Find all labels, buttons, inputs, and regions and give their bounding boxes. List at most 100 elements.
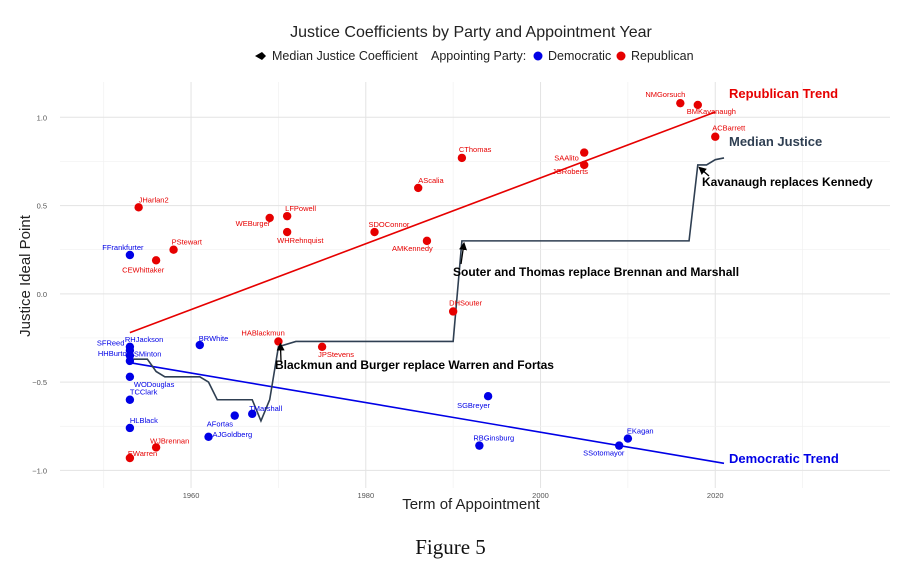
legend-republican-dot <box>616 51 626 61</box>
justice-point <box>151 256 161 265</box>
justice-label: NMGorsuch <box>645 90 685 99</box>
justice-point <box>125 342 135 351</box>
x-tick-label: 1960 <box>183 491 200 500</box>
trend-lines: Republican Trend Democratic Trend <box>129 86 839 466</box>
annotations: Blackmun and Burger replace Warren and F… <box>275 166 873 372</box>
x-tick-labels: 1960 1980 2000 2020 <box>183 491 724 500</box>
justice-label: AJGoldberg <box>213 430 253 439</box>
justice-point <box>317 342 327 351</box>
justice-point <box>475 441 484 450</box>
justice-point <box>711 132 720 141</box>
justice-label: BRWhite <box>199 334 228 343</box>
justice-label: EKagan <box>627 427 654 436</box>
justice-label: TMarshall <box>249 404 282 413</box>
trend-line <box>129 361 725 465</box>
justice-label: WJBrennan <box>150 436 189 445</box>
justice-point <box>676 98 685 108</box>
justice-label: RHJackson <box>125 335 163 344</box>
justice-points <box>125 98 720 463</box>
justice-label: SDOConnor <box>369 220 410 229</box>
justice-point <box>248 409 257 419</box>
justice-point <box>580 160 589 170</box>
x-tick-label: 2020 <box>707 491 724 500</box>
justice-label: AFortas <box>207 420 234 429</box>
justice-label: BMKavanaugh <box>687 107 736 116</box>
justice-label: AScalia <box>418 176 444 185</box>
justice-point <box>457 153 467 163</box>
annotation-text: Kavanaugh replaces Kennedy <box>702 175 873 189</box>
justice-label: RBGinsburg <box>473 434 514 443</box>
legend-democratic-label: Democratic <box>548 49 611 63</box>
justice-point <box>483 392 493 401</box>
y-tick-label: −1.0 <box>32 466 47 475</box>
justice-point <box>125 372 135 381</box>
justice-point <box>274 337 283 346</box>
justice-point <box>448 307 458 316</box>
annotation-arrow <box>698 166 710 177</box>
annotation-text: Blackmun and Burger replace Warren and F… <box>275 358 554 372</box>
justice-label: LFPowell <box>285 204 316 213</box>
justice-point <box>693 100 702 110</box>
justice-label: SGBreyer <box>457 401 490 410</box>
legend: Median Justice Coefficient Appointing Pa… <box>255 49 694 63</box>
figure-caption: Figure 5 <box>415 535 486 559</box>
justice-label: ACBarrett <box>712 124 746 133</box>
trend-label: Republican Trend <box>729 86 838 101</box>
y-tick-label: 0.5 <box>37 202 47 211</box>
x-tick-label: 2000 <box>532 491 549 500</box>
justice-point <box>134 203 143 212</box>
chart-title: Justice Coefficients by Party and Appoin… <box>290 24 652 41</box>
justice-label: JGRoberts <box>552 167 588 176</box>
justice-point <box>125 395 135 404</box>
y-tick-label: 1.0 <box>37 113 47 122</box>
justice-label: SSotomayor <box>583 449 625 458</box>
justice-point <box>282 227 292 237</box>
justice-point <box>125 453 135 463</box>
median-line: Median Justice <box>129 134 822 424</box>
legend-republican-label: Republican <box>631 49 694 63</box>
y-tick-labels: −1.0 −0.5 0.0 0.5 1.0 <box>32 113 47 475</box>
trend-label: Democratic Trend <box>729 451 839 466</box>
justice-point <box>125 351 135 360</box>
y-tick-label: 0.0 <box>37 290 47 299</box>
justice-point <box>422 236 432 246</box>
justice-label: TCClark <box>130 388 158 397</box>
justice-label: HHBurton <box>98 349 131 358</box>
justice-point <box>265 213 274 223</box>
trend-line <box>129 111 716 334</box>
justice-label: HABlackmun <box>241 328 284 337</box>
justice-label: FFrankfurter <box>102 243 144 252</box>
justice-label: CThomas <box>459 145 492 154</box>
justice-point <box>282 211 292 221</box>
justice-point <box>623 434 633 443</box>
x-axis-title: Term of Appointment <box>402 496 540 513</box>
justice-label: JPStevens <box>318 350 354 359</box>
justice-label: SFReed <box>97 338 125 347</box>
annotation-arrow <box>276 342 285 362</box>
justice-point <box>125 423 135 433</box>
annotation-arrow <box>459 241 468 265</box>
justice-label: WHRehnquist <box>277 236 324 245</box>
x-tick-label: 1980 <box>357 491 374 500</box>
justice-point <box>151 443 161 452</box>
justice-label: DHSouter <box>449 298 482 307</box>
justice-point <box>414 183 423 193</box>
justice-label: SAAlito <box>554 154 579 163</box>
justice-chart: Justice Coefficients by Party and Appoin… <box>17 24 890 513</box>
justice-labels: HLBlack SFReed FFrankfurter WODouglas RHJack… <box>97 90 746 458</box>
legend-party-title: Appointing Party: <box>431 49 526 63</box>
justice-point <box>169 245 178 254</box>
justice-point <box>230 411 239 420</box>
justice-label: CEWhittaker <box>122 265 165 274</box>
legend-median-label: Median Justice Coefficient <box>272 49 418 63</box>
grid <box>60 82 890 488</box>
legend-median-icon <box>255 52 266 60</box>
justice-label: JHarlan2 <box>139 195 169 204</box>
legend-democratic-dot <box>533 51 543 61</box>
justice-point <box>614 441 624 450</box>
justice-label: WEBurger <box>236 219 271 228</box>
justice-point <box>195 340 204 350</box>
justice-label: EWarren <box>128 449 157 458</box>
justice-point <box>204 432 213 442</box>
median-series-line <box>129 157 725 424</box>
